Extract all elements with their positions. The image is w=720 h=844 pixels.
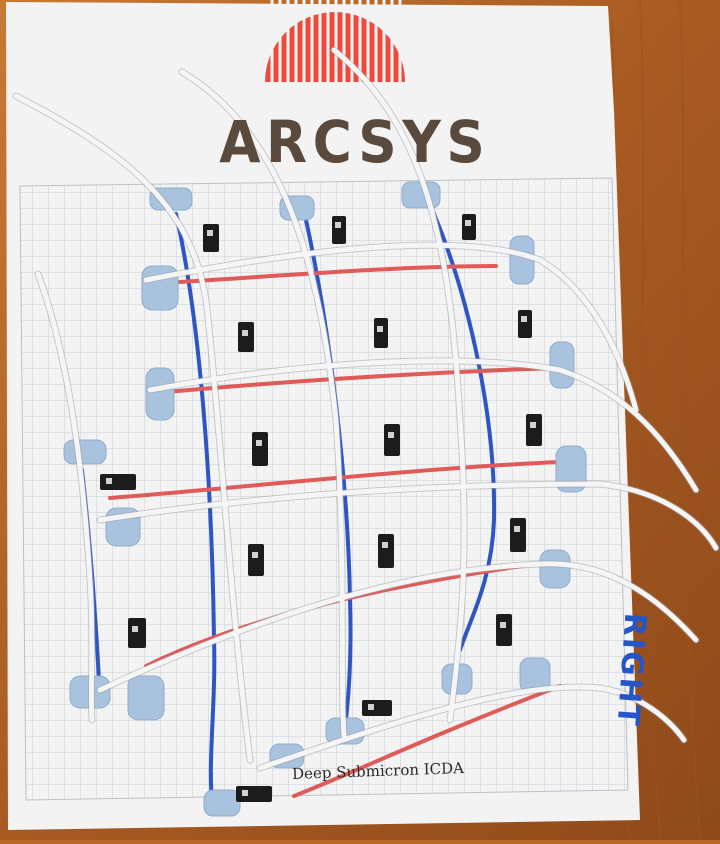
diode-component (518, 310, 532, 338)
diode-component (384, 424, 400, 456)
putty-blob (203, 789, 241, 817)
diode-component (526, 414, 542, 446)
diode-component (203, 224, 219, 252)
logo-sun-icon (265, 0, 405, 82)
diode-component (236, 786, 272, 802)
wire-column-1 (13, 93, 253, 763)
diode-component (462, 214, 476, 240)
putty-blob (539, 549, 571, 589)
wire-row-5 (257, 684, 687, 771)
wire-row-4 (97, 561, 699, 693)
diode-component (252, 432, 268, 466)
graph-grid (19, 177, 629, 801)
diode-component (374, 318, 388, 348)
putty-blob (127, 675, 165, 721)
wire-column-2 (179, 69, 347, 739)
diode-component (238, 322, 254, 352)
wire-column-3 (331, 47, 467, 723)
red-line-5 (292, 684, 562, 798)
white-wires (12, 46, 720, 772)
side-label-handwritten: RIGHT (609, 611, 653, 729)
diode-component (128, 618, 146, 648)
logo-brand-text: ARCSYS (219, 108, 491, 176)
wire-row-2 (147, 358, 699, 493)
wire-row-1 (143, 242, 639, 413)
putty-blob (549, 341, 575, 389)
diode-component (100, 474, 136, 490)
red-line-2 (164, 366, 558, 394)
diode-component (510, 518, 526, 552)
putty-blob (555, 445, 587, 493)
wire-left-edge (35, 271, 95, 723)
putty-blob (63, 439, 107, 465)
diode-component (362, 700, 392, 716)
diode-component (496, 614, 512, 646)
diode-component (248, 544, 264, 576)
red-line-1 (178, 264, 498, 284)
components (100, 214, 542, 802)
wire-row-3 (97, 481, 719, 551)
blue-line-1 (174, 212, 217, 802)
diode-component (332, 216, 346, 244)
diode-component (378, 534, 394, 568)
putty-blob (145, 367, 175, 421)
